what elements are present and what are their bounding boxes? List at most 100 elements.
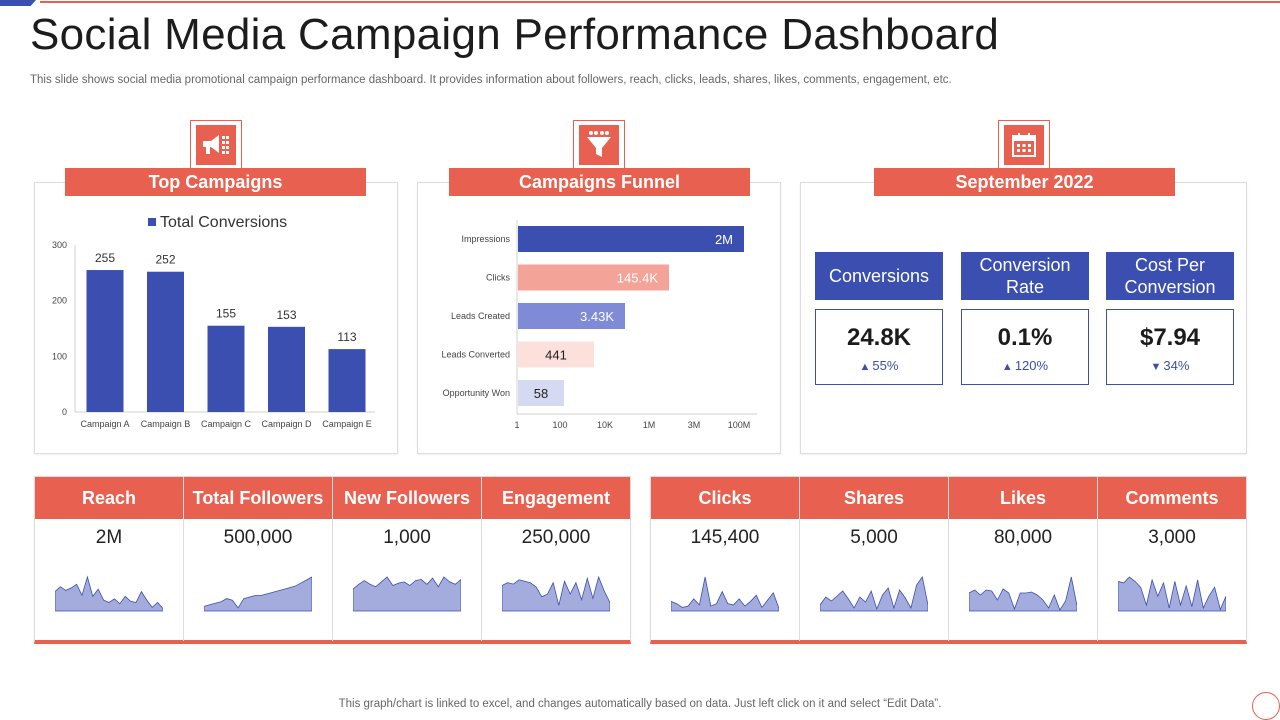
top-campaigns-icon-box bbox=[190, 120, 242, 170]
bar-value-label: 113 bbox=[337, 330, 356, 344]
bar-chart-legend: Total Conversions bbox=[148, 214, 287, 232]
y-tick-label: 0 bbox=[62, 407, 67, 417]
sparkline-chart bbox=[969, 576, 1077, 612]
metric-label: Clicks bbox=[651, 477, 799, 519]
metric-value: 1,000 bbox=[383, 527, 431, 548]
funnel-value-label: 2M bbox=[715, 232, 733, 247]
page-subtitle: This slide shows social media promotiona… bbox=[30, 74, 952, 86]
sparkline-chart bbox=[353, 576, 461, 612]
x-tick-label: 1 bbox=[514, 420, 519, 430]
funnel-value-label: 145.4K bbox=[617, 271, 659, 286]
bar-value-label: 155 bbox=[216, 307, 236, 321]
x-tick-label: 3M bbox=[688, 420, 701, 430]
triangle-up-icon: ▲ bbox=[1001, 361, 1013, 373]
triangle-up-icon: ▲ bbox=[859, 361, 871, 373]
sparkline-chart bbox=[1118, 576, 1226, 612]
x-tick-label: Campaign B bbox=[141, 419, 191, 429]
megaphone-icon bbox=[196, 125, 236, 165]
funnel-icon bbox=[579, 125, 619, 165]
metric-label: Engagement bbox=[482, 477, 630, 519]
sparkline-area bbox=[353, 576, 461, 612]
metric-value: 80,000 bbox=[993, 527, 1053, 548]
category-label: Opportunity Won bbox=[443, 388, 510, 398]
kpi-conversions-card: 24.8K ▲ 55% bbox=[815, 309, 943, 385]
metric-label: Total Followers bbox=[184, 477, 332, 519]
sparkline-chart bbox=[671, 576, 779, 612]
page-title: Social Media Campaign Performance Dashbo… bbox=[30, 10, 1000, 59]
triangle-down-icon: ▼ bbox=[1150, 361, 1162, 373]
kpi-conversion-rate-change-value: 120% bbox=[1014, 358, 1049, 373]
kpi-conversions-value: 24.8K bbox=[846, 324, 912, 351]
sparkline-chart bbox=[502, 575, 610, 612]
bar-value-label: 255 bbox=[95, 251, 115, 265]
kpi-conversion-rate-label: Conversion Rate bbox=[961, 252, 1089, 300]
metric-value: 500,000 bbox=[223, 527, 293, 548]
sparkline-chart bbox=[55, 575, 163, 612]
funnel-bar bbox=[518, 303, 625, 329]
footer-note: This graph/chart is linked to excel, and… bbox=[338, 698, 942, 710]
metric-label: Shares bbox=[800, 477, 948, 519]
bar-value-label: 252 bbox=[155, 253, 175, 267]
x-tick-label: Campaign A bbox=[80, 419, 129, 429]
funnel-bar bbox=[518, 341, 594, 368]
kpi-conversion-rate-change: ▲ 120% bbox=[962, 358, 1088, 373]
metric-new-followers-column: New Followers 1,000 bbox=[333, 477, 482, 641]
funnel-bar bbox=[518, 264, 669, 291]
legend-label: Total Conversions bbox=[160, 214, 288, 231]
x-tick-label: Campaign E bbox=[322, 419, 372, 429]
metric-engagement-column: Engagement 250,000 bbox=[482, 477, 630, 641]
metric-label: Comments bbox=[1098, 477, 1246, 519]
metric-likes-column: Likes 80,000 bbox=[949, 477, 1098, 641]
kpi-conversion-rate-card: 0.1% ▲ 120% bbox=[961, 309, 1089, 385]
metrics-group-interactions: Clicks 145,400 Shares 5,000 Likes 80,000 Comme… bbox=[650, 476, 1247, 644]
decorative-corner bbox=[0, 0, 36, 6]
x-tick-label: 1M bbox=[643, 420, 656, 430]
x-tick-label: 100M bbox=[728, 420, 751, 430]
kpi-conversions-change: ▲ 55% bbox=[816, 358, 942, 373]
metric-label: Reach bbox=[35, 477, 183, 519]
kpi-cost-per-conversion-label: Cost Per Conversion bbox=[1106, 252, 1234, 300]
funnel-icon-box bbox=[573, 120, 625, 170]
calendar-icon bbox=[1004, 125, 1044, 165]
y-tick-label: 200 bbox=[52, 296, 67, 306]
metrics-group-audience: Reach 2M Total Followers 500,000 New Followe… bbox=[34, 476, 631, 644]
top-accent-line bbox=[40, 1, 1280, 3]
metric-value: 5,000 bbox=[850, 527, 898, 548]
kpi-conversion-rate-value: 0.1% bbox=[997, 324, 1053, 351]
september-header: September 2022 bbox=[874, 168, 1175, 196]
legend-swatch bbox=[148, 218, 156, 226]
top-campaigns-header: Top Campaigns bbox=[65, 168, 366, 196]
metric-value: 250,000 bbox=[521, 527, 591, 548]
sparkline-area bbox=[502, 575, 610, 612]
funnel-value-label: 441 bbox=[545, 348, 567, 363]
x-tick-label: 10K bbox=[597, 420, 613, 430]
top-campaigns-bar-chart: 0 100 200 300 255 Campaign A 252 Campaign B 155 C… bbox=[52, 240, 375, 429]
x-tick-label: 100 bbox=[552, 420, 567, 430]
metric-shares-column: Shares 5,000 bbox=[800, 477, 949, 641]
y-tick-label: 100 bbox=[52, 351, 67, 361]
sparkline-area bbox=[969, 576, 1077, 612]
sparkline-area bbox=[1118, 576, 1226, 612]
metric-value: 2M bbox=[95, 527, 123, 548]
category-label: Leads Converted bbox=[441, 350, 510, 360]
sparkline-area bbox=[204, 576, 312, 612]
bar bbox=[86, 270, 124, 412]
metric-comments-column: Comments 3,000 bbox=[1098, 477, 1246, 641]
sparkline-chart bbox=[204, 576, 312, 612]
sparkline-area bbox=[820, 576, 928, 612]
kpi-conversions-change-value: 55% bbox=[872, 358, 899, 373]
metric-total-followers-column: Total Followers 500,000 bbox=[184, 477, 333, 641]
x-tick-label: Campaign D bbox=[261, 419, 312, 429]
funnel-bar bbox=[518, 380, 564, 406]
calendar-icon-box bbox=[998, 120, 1050, 170]
y-tick-label: 300 bbox=[52, 240, 67, 250]
metric-value: 3,000 bbox=[1148, 527, 1196, 548]
sparkline-area bbox=[55, 575, 163, 612]
x-tick-label: Campaign C bbox=[201, 419, 252, 429]
metric-label: New Followers bbox=[333, 477, 481, 519]
kpi-cost-per-conversion-value: $7.94 bbox=[1139, 324, 1201, 351]
bar bbox=[328, 349, 366, 412]
bar bbox=[147, 271, 184, 412]
kpi-cost-per-conversion-change-value: 34% bbox=[1163, 358, 1190, 373]
kpi-conversions-label: Conversions bbox=[815, 252, 943, 300]
